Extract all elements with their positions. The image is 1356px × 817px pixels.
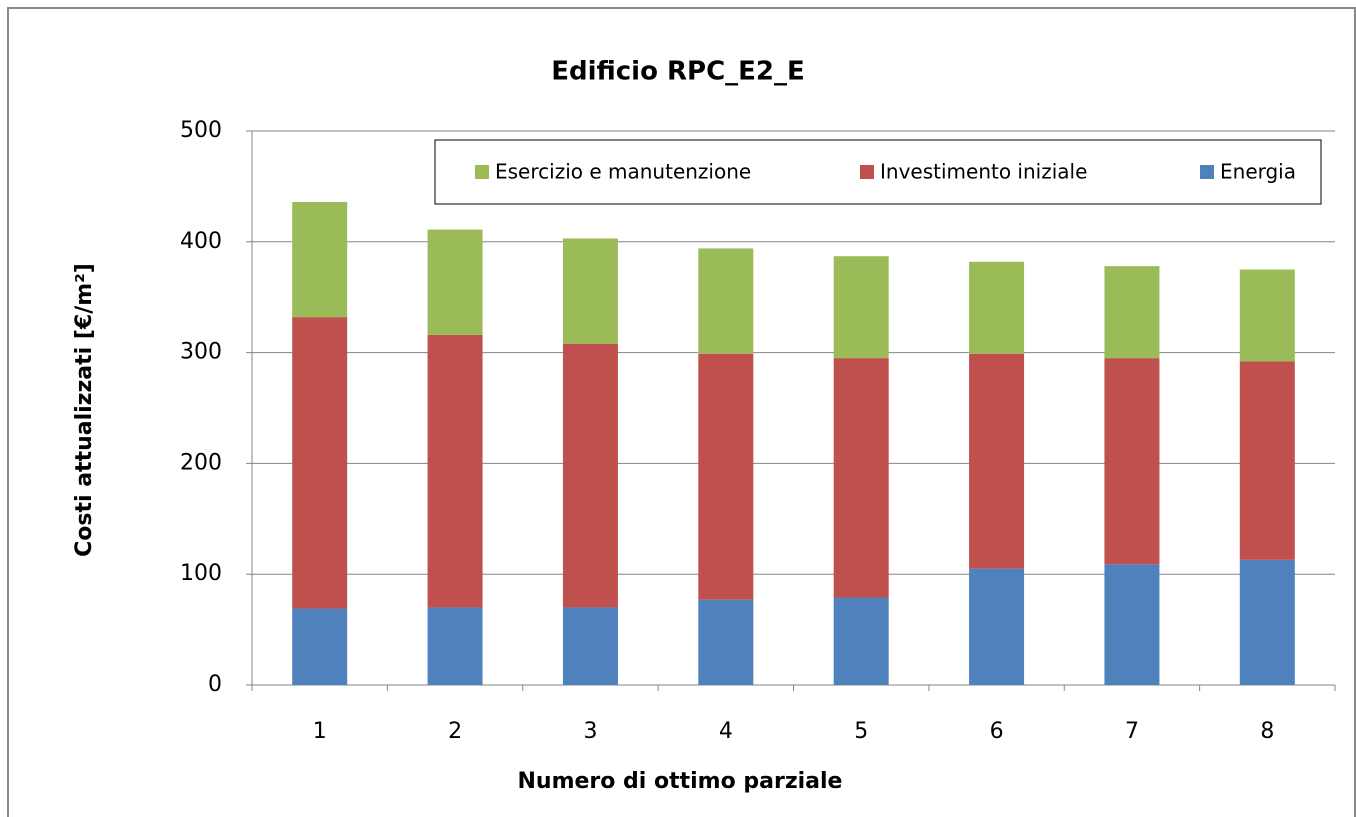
bar-segment: [1104, 358, 1160, 565]
bar-segment: [562, 238, 618, 344]
x-tick-label: 8: [1260, 719, 1274, 744]
legend-label: Esercizio e manutenzione: [495, 160, 751, 184]
bar-segment: [292, 317, 348, 609]
bar-segment: [427, 229, 483, 335]
x-tick-label: 1: [313, 719, 327, 744]
bar-segment: [427, 607, 483, 685]
legend-swatch: [860, 165, 874, 179]
bar-segment: [969, 261, 1025, 354]
y-tick-label: 100: [180, 561, 222, 586]
bar-segment: [1239, 269, 1295, 362]
bar-segment: [833, 358, 889, 598]
y-axis-title: Costi attualizzati [€/m²]: [72, 263, 97, 557]
x-tick-label: 4: [719, 719, 733, 744]
bar-segment: [427, 334, 483, 608]
bar-segment: [969, 568, 1025, 685]
y-tick-label: 500: [180, 118, 222, 143]
bar-segment: [698, 599, 754, 685]
bar-segment: [562, 343, 618, 608]
legend-label: Energia: [1220, 160, 1296, 184]
y-tick-label: 200: [180, 450, 222, 475]
bar-segment: [292, 608, 348, 685]
legend-label: Investimento iniziale: [880, 160, 1087, 184]
bar-segment: [1239, 559, 1295, 685]
y-tick-label: 400: [180, 229, 222, 254]
x-tick-label: 5: [854, 719, 868, 744]
bar-segment: [1239, 361, 1295, 560]
bar-segment: [833, 597, 889, 685]
legend-swatch: [475, 165, 489, 179]
legend-swatch: [1200, 165, 1214, 179]
bar-segment: [969, 353, 1025, 569]
bar-segment: [698, 248, 754, 354]
chart-title: Edificio RPC_E2_E: [551, 57, 805, 87]
bar-segment: [833, 256, 889, 359]
bar-segment: [698, 353, 754, 600]
legend-box: [434, 139, 1322, 205]
x-axis-title: Numero di ottimo parziale: [518, 769, 843, 794]
bar-segment: [1104, 564, 1160, 685]
y-tick-label: 300: [180, 340, 222, 365]
x-tick-label: 6: [990, 719, 1004, 744]
x-tick-label: 7: [1125, 719, 1139, 744]
bar-segment: [292, 201, 348, 318]
y-tick-label: 0: [208, 672, 222, 697]
bar-segment: [1104, 266, 1160, 359]
x-tick-label: 3: [583, 719, 597, 744]
x-tick-label: 2: [448, 719, 462, 744]
bar-segment: [562, 607, 618, 685]
